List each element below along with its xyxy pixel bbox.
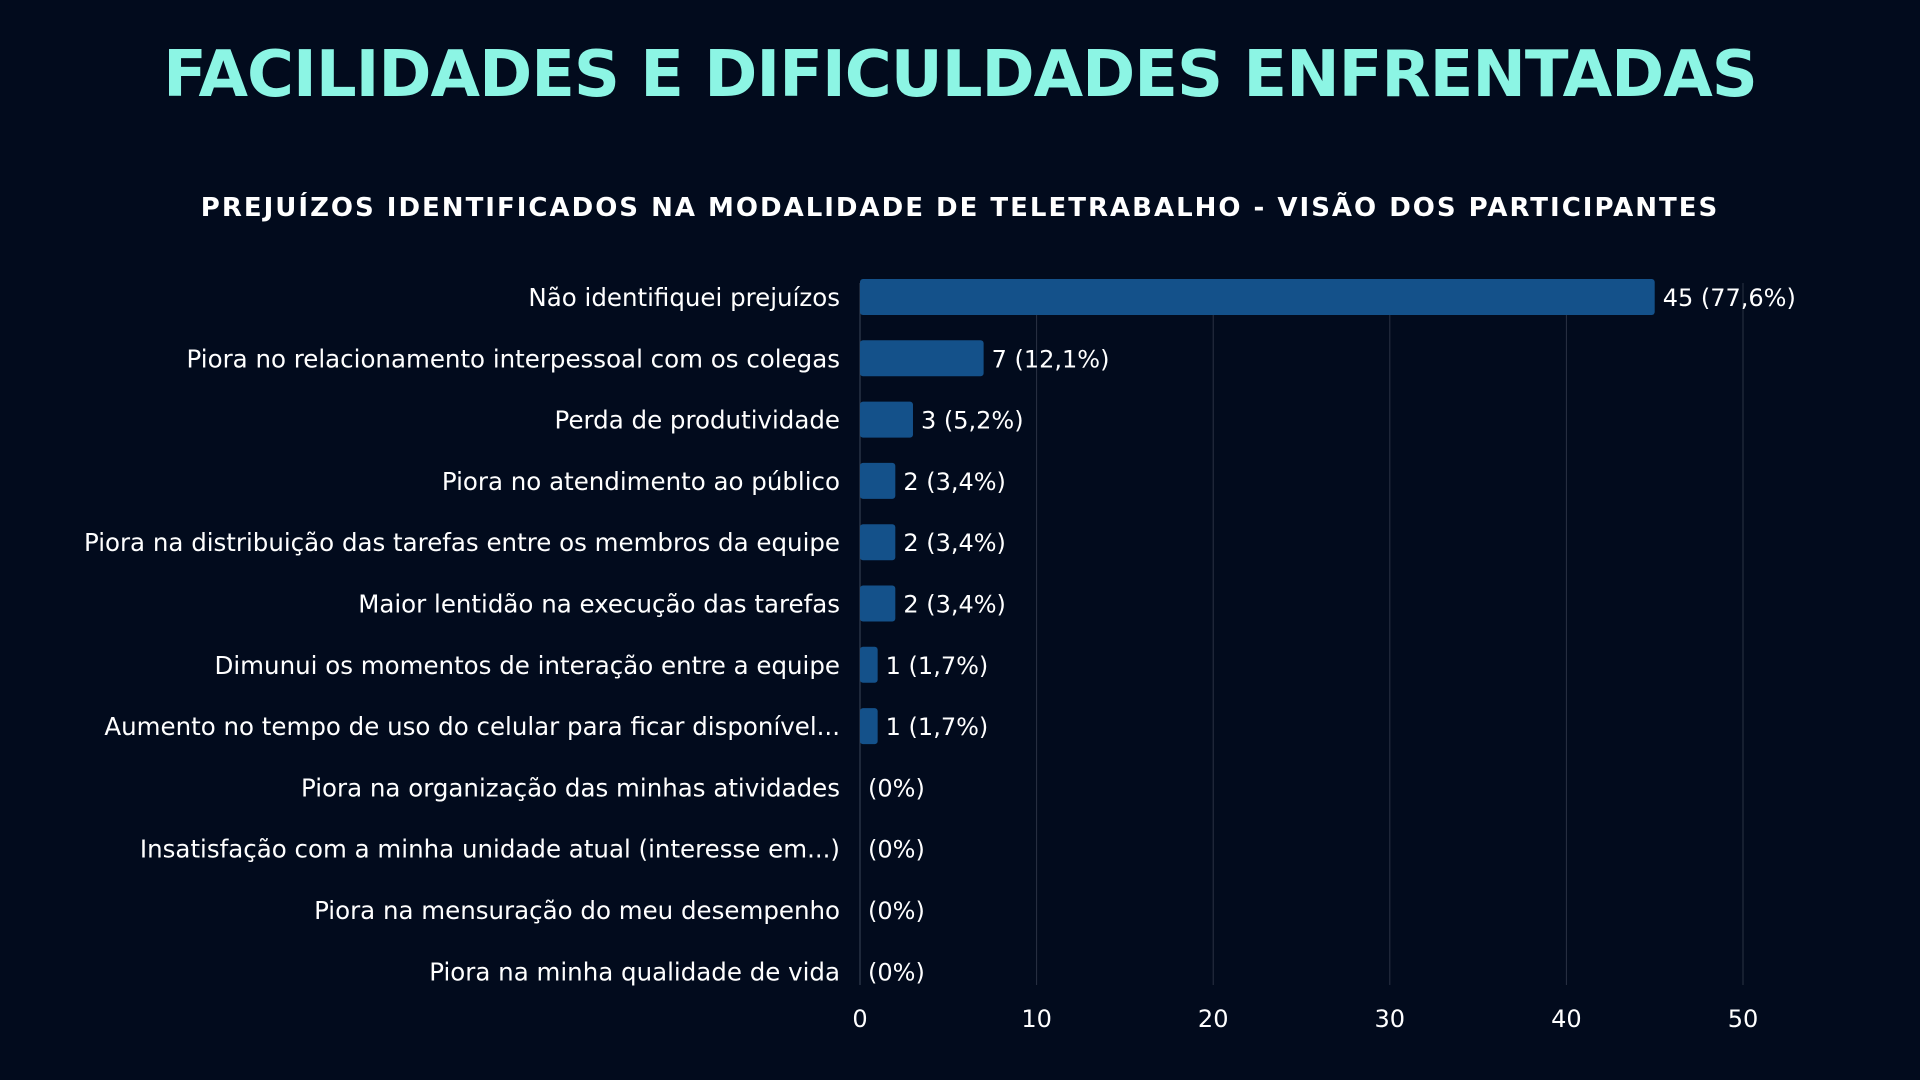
- x-tick-label: 30: [1375, 1005, 1406, 1033]
- data-label: (0%): [868, 836, 925, 864]
- category-label: Insatisfação com a minha unidade atual (…: [140, 835, 840, 864]
- bar: [860, 646, 878, 683]
- category-label: Perda de produtividade: [555, 406, 840, 435]
- bar: [860, 279, 1655, 315]
- data-label: (0%): [868, 958, 925, 986]
- category-label: Piora no relacionamento interpessoal com…: [187, 344, 840, 373]
- category-label: Piora na minha qualidade de vida: [429, 957, 840, 986]
- data-label: 3 (5,2%): [921, 407, 1024, 435]
- x-tick-label: 50: [1728, 1005, 1759, 1033]
- data-label: 2 (3,4%): [903, 529, 1006, 557]
- category-label: Não identifiquei prejuízos: [528, 283, 840, 312]
- data-label: (0%): [868, 774, 925, 802]
- bar: [860, 585, 896, 622]
- data-label: 1 (1,7%): [886, 652, 989, 680]
- category-label: Piora no atendimento ao público: [442, 467, 840, 496]
- category-label: Aumento no tempo de uso do celular para …: [104, 712, 840, 741]
- chart-title: PREJUÍZOS IDENTIFICADOS NA MODALIDADE DE…: [200, 193, 1720, 223]
- bar: [860, 401, 913, 438]
- bar: [860, 524, 896, 561]
- data-label: 1 (1,7%): [886, 713, 989, 741]
- data-label: 2 (3,4%): [903, 591, 1006, 619]
- x-tick-label: 20: [1198, 1005, 1229, 1033]
- category-label: Piora na distribuição das tarefas entre …: [84, 528, 840, 557]
- category-label: Maior lentidão na execução das tarefas: [358, 590, 840, 619]
- bar-layer: [860, 279, 1655, 745]
- data-label: 7 (12,1%): [992, 345, 1110, 373]
- x-tick-label: 0: [852, 1005, 867, 1033]
- data-label: 45 (77,6%): [1663, 284, 1796, 312]
- category-label: Piora na organização das minhas atividad…: [301, 773, 840, 802]
- page-title: FACILIDADES E DIFICULDADES ENFRENTADAS: [163, 38, 1758, 112]
- label-layer: 0 10 20 30 40 50 Não identifiquei prejuízos 45 …: [84, 283, 1796, 1033]
- bar: [860, 462, 896, 499]
- bar: [860, 708, 878, 745]
- grid-layer: [859, 283, 1744, 985]
- data-label: (0%): [868, 897, 925, 925]
- category-label: Piora na mensuração do meu desempenho: [314, 896, 840, 925]
- bar: [860, 340, 984, 377]
- data-label: 2 (3,4%): [903, 468, 1006, 496]
- category-label: Dimunui os momentos de interação entre a…: [215, 651, 841, 680]
- x-tick-label: 40: [1551, 1005, 1582, 1033]
- x-tick-label: 10: [1021, 1005, 1052, 1033]
